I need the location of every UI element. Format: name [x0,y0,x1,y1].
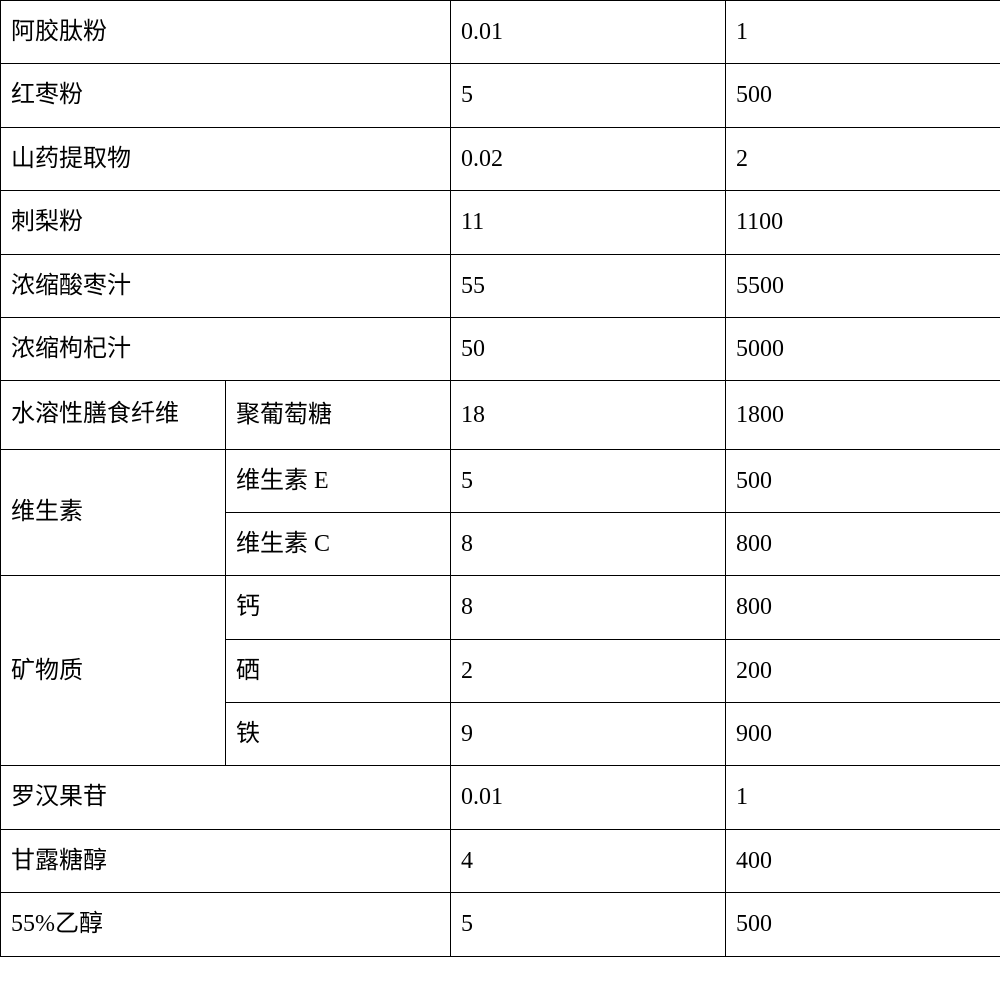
ingredient-value2: 900 [726,703,1000,766]
group-name-text: 水溶性膳食纤维 [11,401,179,427]
group-name: 维生素 [1,449,226,576]
ingredient-value2: 2 [726,127,1000,190]
ingredient-name: 浓缩枸杞汁 [1,317,451,380]
group-name: 矿物质 [1,576,226,766]
ingredient-value1: 50 [451,317,726,380]
ingredient-value2: 500 [726,64,1000,127]
ingredient-value2: 200 [726,639,1000,702]
table-row: 阿胶肽粉 0.01 1 [1,1,1000,64]
table-row: 山药提取物 0.02 2 [1,127,1000,190]
ingredient-name: 阿胶肽粉 [1,1,451,64]
sub-ingredient-name: 铁 [226,703,451,766]
ingredients-table-container: 阿胶肽粉 0.01 1 红枣粉 5 500 山药提取物 0.02 2 刺梨粉 1… [0,0,1000,957]
ingredient-value1: 0.01 [451,1,726,64]
table-row: 水溶性膳食纤维 聚葡萄糖 18 1800 [1,381,1000,449]
table-row: 矿物质 钙 8 800 [1,576,1000,639]
ingredient-value2: 500 [726,893,1000,956]
sub-ingredient-name: 维生素 C [226,512,451,575]
ingredient-value2: 1800 [726,381,1000,449]
ingredient-value1: 8 [451,512,726,575]
ingredient-value1: 0.02 [451,127,726,190]
table-row: 浓缩酸枣汁 55 5500 [1,254,1000,317]
ingredient-value1: 5 [451,64,726,127]
table-row: 浓缩枸杞汁 50 5000 [1,317,1000,380]
ingredient-name: 55%乙醇 [1,893,451,956]
ingredient-value2: 800 [726,576,1000,639]
ingredient-value1: 8 [451,576,726,639]
table-row: 甘露糖醇 4 400 [1,829,1000,892]
ingredient-value1: 9 [451,703,726,766]
ingredient-name: 罗汉果苷 [1,766,451,829]
ingredient-value1: 0.01 [451,766,726,829]
ingredient-value1: 4 [451,829,726,892]
ingredient-value2: 1 [726,766,1000,829]
ingredients-table: 阿胶肽粉 0.01 1 红枣粉 5 500 山药提取物 0.02 2 刺梨粉 1… [0,0,1000,957]
table-row: 55%乙醇 5 500 [1,893,1000,956]
group-name: 水溶性膳食纤维 [1,381,226,449]
ingredient-value1: 18 [451,381,726,449]
ingredient-value2: 5000 [726,317,1000,380]
sub-ingredient-name: 钙 [226,576,451,639]
ingredient-value1: 5 [451,893,726,956]
sub-ingredient-name: 聚葡萄糖 [226,381,451,449]
ingredient-value1: 11 [451,191,726,254]
ingredient-value2: 800 [726,512,1000,575]
ingredient-name: 山药提取物 [1,127,451,190]
sub-ingredient-name: 维生素 E [226,449,451,512]
ingredient-value2: 400 [726,829,1000,892]
table-row: 罗汉果苷 0.01 1 [1,766,1000,829]
ingredient-value2: 5500 [726,254,1000,317]
ingredient-value2: 1 [726,1,1000,64]
ingredient-name: 红枣粉 [1,64,451,127]
ingredient-name: 刺梨粉 [1,191,451,254]
ingredient-name: 甘露糖醇 [1,829,451,892]
ingredient-value2: 500 [726,449,1000,512]
table-body: 阿胶肽粉 0.01 1 红枣粉 5 500 山药提取物 0.02 2 刺梨粉 1… [1,1,1000,957]
ingredient-value2: 1100 [726,191,1000,254]
ingredient-value1: 55 [451,254,726,317]
ingredient-name: 浓缩酸枣汁 [1,254,451,317]
ingredient-value1: 5 [451,449,726,512]
ingredient-value1: 2 [451,639,726,702]
table-row: 刺梨粉 11 1100 [1,191,1000,254]
table-row: 红枣粉 5 500 [1,64,1000,127]
sub-ingredient-name: 硒 [226,639,451,702]
table-row: 维生素 维生素 E 5 500 [1,449,1000,512]
